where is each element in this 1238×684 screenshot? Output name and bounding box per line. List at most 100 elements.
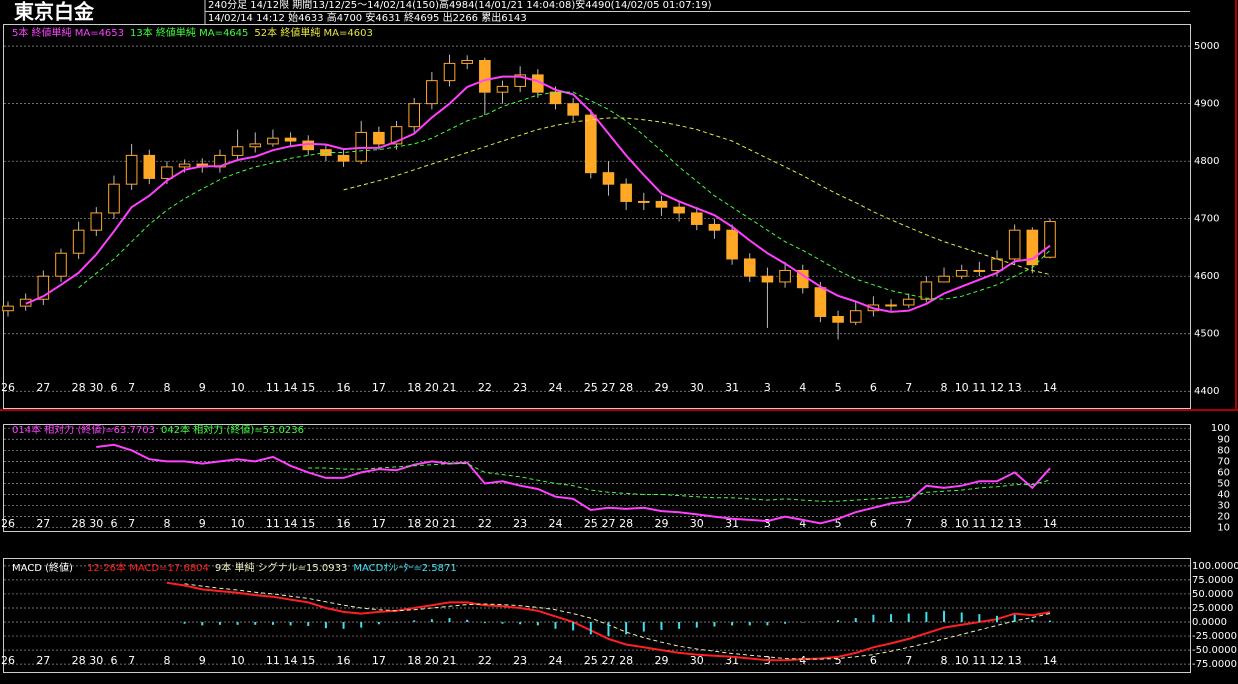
indicator-line: [308, 463, 1051, 502]
x-tick-label: 6: [110, 381, 117, 394]
x-tick-label: 28: [72, 517, 86, 530]
candle-body: [408, 103, 421, 128]
candle-body: [55, 252, 67, 277]
candle-body: [390, 126, 403, 145]
x-tick-label: 7: [128, 517, 135, 530]
x-tick-label: 6: [870, 654, 877, 667]
candle-body: [373, 131, 385, 145]
oscillator-bar: [748, 622, 751, 626]
y-tick-label: 5000: [1194, 41, 1219, 52]
legend-entry: MACDｵｼﾚｰﾀｰ=2.5871: [353, 562, 456, 574]
y-tick-label: 90: [1217, 434, 1230, 445]
candle-body: [885, 304, 897, 307]
oscillator-bar: [572, 622, 575, 631]
candle-body: [814, 287, 827, 317]
oscillator-bar: [1049, 620, 1051, 623]
x-tick-label: 22: [478, 517, 492, 530]
oscillator-bar: [236, 622, 239, 625]
y-tick-label: 4400: [1194, 386, 1219, 397]
oscillator-bar: [289, 622, 292, 626]
y-tick-label: -25.0000: [1192, 631, 1237, 642]
candle-body: [19, 298, 32, 307]
y-tick-label: 75.0000: [1192, 575, 1233, 586]
oscillator-bar: [218, 622, 221, 625]
x-tick-label: 13: [1008, 654, 1022, 667]
x-tick-label: 14: [1043, 381, 1057, 394]
oscillator-bar: [589, 622, 592, 635]
candle-body: [355, 131, 368, 162]
legend-entry: 042本 相対力 (終値)=53.0236: [161, 423, 304, 436]
oscillator-bar: [766, 622, 769, 626]
candle-body: [2, 305, 14, 312]
candle-body: [231, 146, 244, 156]
x-tick-label: 27: [36, 654, 50, 667]
indicator-line: [96, 443, 1051, 525]
x-tick-label: 30: [690, 654, 704, 667]
oscillator-bar: [625, 622, 628, 635]
x-tick-label: 14: [284, 654, 298, 667]
y-tick-label: 30: [1217, 501, 1230, 512]
x-tick-label: 29: [654, 381, 668, 394]
x-tick-label: 8: [941, 381, 948, 394]
x-tick-label: 6: [870, 517, 877, 530]
y-tick-label: 100.0000: [1192, 561, 1238, 572]
oscillator-bar: [554, 622, 557, 629]
x-tick-label: 23: [513, 381, 527, 394]
x-tick-label: 6: [870, 381, 877, 394]
oscillator-bar: [837, 620, 840, 623]
x-tick-label: 17: [372, 381, 386, 394]
x-tick-label: 30: [89, 517, 103, 530]
oscillator-bar: [784, 622, 787, 624]
candle-body: [143, 154, 156, 179]
y-tick-label: 40: [1217, 490, 1230, 501]
x-tick-label: 3: [764, 381, 771, 394]
oscillator-bar: [519, 622, 522, 625]
candle-body: [337, 154, 350, 162]
y-tick-label: 4500: [1194, 329, 1219, 340]
x-tick-label: 26: [1, 517, 15, 530]
oscillator-bar: [1031, 619, 1034, 623]
x-tick-label: 10: [231, 381, 245, 394]
oscillator-bar: [943, 610, 946, 623]
x-tick-label: 13: [1008, 381, 1022, 394]
x-tick-label: 18: [407, 517, 421, 530]
candle-body: [479, 60, 491, 93]
candle-body: [108, 183, 120, 214]
candle-body: [443, 62, 456, 82]
candle-body: [690, 212, 703, 225]
candle-body: [1044, 221, 1056, 258]
x-tick-label: 5: [835, 381, 842, 394]
candle-body: [267, 137, 279, 145]
oscillator-bar: [607, 622, 610, 637]
y-tick-label: 60: [1217, 467, 1230, 478]
oscillator-bar: [201, 622, 204, 626]
candle-body: [673, 206, 685, 214]
header-info: 240分足 14/12限 期間13/12/25～14/02/14(150)高49…: [208, 0, 712, 11]
x-tick-label: 17: [372, 517, 386, 530]
x-tick-label: 25: [584, 381, 598, 394]
x-tick-label: 9: [199, 381, 206, 394]
oscillator-bar: [854, 618, 857, 623]
x-tick-label: 14: [284, 517, 298, 530]
x-tick-label: 20: [425, 381, 439, 394]
main-panel-frame: [3, 24, 1191, 409]
x-tick-label: 29: [654, 517, 668, 530]
x-tick-label: 20: [425, 517, 439, 530]
candle-body: [72, 229, 85, 254]
legend-entry: 014本 相対力 (終値)=63.7703: [12, 423, 155, 436]
x-tick-label: 11: [972, 654, 986, 667]
x-tick-label: 28: [619, 654, 633, 667]
x-tick-label: 11: [266, 381, 280, 394]
y-tick-label: 10: [1217, 523, 1230, 534]
candle-body: [955, 269, 968, 277]
x-tick-label: 10: [955, 517, 969, 530]
candle-body: [708, 223, 721, 231]
oscillator-bar: [695, 622, 698, 628]
x-tick-label: 4: [799, 381, 806, 394]
x-tick-label: 16: [337, 381, 351, 394]
header-info: 14/02/14 14:12 始4633 高4700 安4631 終4695 出…: [208, 11, 527, 24]
x-tick-label: 6: [110, 654, 117, 667]
candle-body: [849, 310, 862, 323]
x-tick-label: 28: [72, 381, 86, 394]
